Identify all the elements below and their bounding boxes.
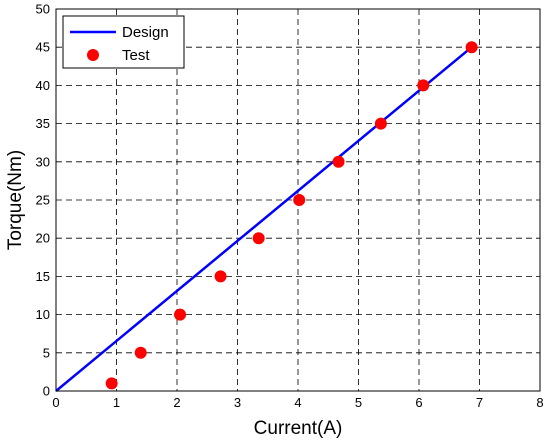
legend: Design Test: [62, 15, 185, 69]
design-line: [55, 44, 475, 392]
y-tick-label: 0: [43, 384, 50, 399]
legend-design-label: Design: [122, 24, 169, 41]
y-tick-label: 15: [36, 269, 50, 284]
test-point: [417, 79, 430, 92]
y-tick-label: 45: [36, 40, 50, 55]
y-tick-labels: 0 5 10 15 20 25 30 35 40 45 50: [36, 2, 50, 399]
y-tick-label: 25: [36, 193, 50, 208]
y-tick-label: 10: [36, 307, 50, 322]
test-point: [105, 377, 118, 390]
test-point: [134, 346, 147, 359]
plot-frame: [55, 8, 541, 392]
x-tick-label: 3: [234, 395, 241, 410]
legend-box: [62, 15, 185, 69]
y-tick-label: 35: [36, 116, 50, 131]
y-tick-label: 5: [43, 345, 50, 360]
x-tick-label: 7: [476, 395, 483, 410]
test-point: [374, 117, 387, 130]
test-point: [252, 232, 265, 245]
x-tick-label: 0: [52, 395, 59, 410]
x-tick-label: 4: [294, 395, 301, 410]
test-point: [332, 155, 345, 168]
series-layer: [55, 41, 478, 392]
test-point: [465, 41, 478, 54]
y-tick-label: 40: [36, 78, 50, 93]
x-tick-label: 8: [536, 395, 543, 410]
x-tick-label: 6: [415, 395, 422, 410]
y-axis-label: Torque(Nm): [5, 150, 26, 250]
y-tick-label: 20: [36, 231, 50, 246]
legend-test-swatch: [87, 49, 99, 61]
x-tick-label: 1: [113, 395, 120, 410]
legend-test-label: Test: [122, 47, 150, 64]
test-point: [214, 270, 227, 283]
x-tick-label: 2: [173, 395, 180, 410]
test-point: [174, 308, 187, 321]
y-tick-label: 50: [36, 2, 50, 17]
x-tick-label: 5: [355, 395, 362, 410]
x-tick-labels: 0 1 2 3 4 5 6 7 8: [52, 395, 543, 410]
test-point: [293, 194, 306, 206]
y-tick-label: 30: [36, 154, 50, 169]
x-axis-label: Current(A): [254, 418, 343, 439]
